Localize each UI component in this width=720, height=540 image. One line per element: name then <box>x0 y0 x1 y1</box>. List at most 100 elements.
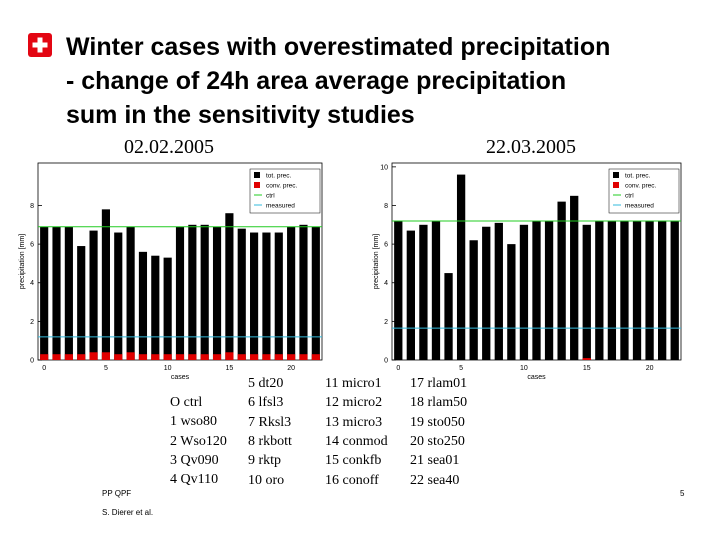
bar <box>126 226 135 360</box>
bar <box>89 352 98 360</box>
chart-date: 22.03.2005 <box>486 136 576 158</box>
y-tick-label: 2 <box>30 319 34 326</box>
bar <box>237 354 246 360</box>
bar <box>40 354 49 360</box>
bar <box>89 230 98 360</box>
legend-swatch <box>254 182 260 188</box>
bar <box>419 224 428 360</box>
bar <box>114 232 123 360</box>
title-line: - change of 24h area average precipitati… <box>66 67 567 95</box>
bar <box>163 354 172 360</box>
bar <box>200 354 209 360</box>
bar <box>77 246 86 360</box>
y-tick-label: 8 <box>384 203 388 210</box>
bar <box>126 352 135 360</box>
bar <box>101 209 110 360</box>
x-tick-label: 5 <box>104 365 108 372</box>
case-label: 22 sea40 <box>410 472 460 488</box>
bar <box>114 354 123 360</box>
bar <box>406 230 415 360</box>
title-line: Winter cases with overestimated precipit… <box>66 33 611 61</box>
legend-label: ctrl <box>266 193 275 200</box>
x-axis-label: cases <box>171 374 190 381</box>
bar <box>519 224 529 360</box>
bar <box>299 354 308 360</box>
bar <box>225 213 234 360</box>
case-label: 2 Wso120 <box>170 433 227 449</box>
y-tick-label: 0 <box>30 358 34 365</box>
bar <box>494 222 503 360</box>
bar <box>250 232 259 360</box>
bar <box>274 354 283 360</box>
bar <box>101 352 110 360</box>
y-tick-label: 6 <box>30 242 34 249</box>
case-label: 17 rlam01 <box>410 376 468 391</box>
legend-swatch <box>254 172 260 178</box>
bar <box>311 354 320 360</box>
case-label: 19 sto050 <box>410 414 465 430</box>
bar <box>52 354 61 360</box>
y-tick-label: 0 <box>384 358 388 365</box>
y-tick-label: 8 <box>30 203 34 210</box>
bar <box>225 352 234 360</box>
bar <box>52 226 61 360</box>
bar <box>212 354 222 360</box>
bar <box>64 354 73 360</box>
bar <box>77 354 86 360</box>
y-tick-label: 2 <box>384 319 388 326</box>
bar <box>570 195 579 360</box>
case-label: 4 Qv110 <box>170 472 219 488</box>
bar <box>188 354 197 360</box>
x-tick-label: 10 <box>520 365 528 372</box>
legend-label: tot. prec. <box>625 173 650 180</box>
case-label: 18 rlam50 <box>410 395 468 411</box>
bar <box>40 226 49 360</box>
bar <box>482 226 491 360</box>
case-label: 8 rkbott <box>248 433 292 449</box>
bar <box>595 220 604 360</box>
y-axis-label: precipitation [mm] <box>373 234 380 289</box>
swiss-flag <box>28 33 52 57</box>
legend-label: measured <box>266 203 295 210</box>
chart-date: 02.02.2005 <box>124 136 214 158</box>
legend-swatch <box>613 172 619 178</box>
bar <box>175 354 185 360</box>
footer-label: PP QPF <box>102 489 132 498</box>
bar <box>532 220 541 360</box>
slide-title: Winter cases with overestimated precipit… <box>66 30 610 132</box>
case-label: 5 dt20 <box>248 376 284 391</box>
x-tick-label: 20 <box>646 365 654 372</box>
bar <box>299 224 308 360</box>
case-label: 14 conmod <box>325 433 388 449</box>
case-label: 13 micro3 <box>325 414 383 430</box>
case-label: 7 Rksl3 <box>248 414 292 430</box>
bar <box>250 354 259 360</box>
bar <box>544 220 554 360</box>
bar <box>658 220 667 360</box>
x-tick-label: 15 <box>225 365 233 372</box>
bar <box>212 226 222 360</box>
bar <box>607 220 617 360</box>
bar <box>287 354 296 360</box>
bar <box>188 224 197 360</box>
bar <box>287 226 296 360</box>
case-label: 16 conoff <box>325 472 379 488</box>
y-tick-label: 6 <box>384 242 388 249</box>
bar <box>394 220 403 360</box>
x-axis-label: cases <box>527 374 546 381</box>
bar <box>557 201 566 360</box>
bar <box>151 354 160 360</box>
legend-label: conv. prec. <box>625 183 657 190</box>
bar <box>262 232 271 360</box>
case-label: 9 rktp <box>248 453 282 469</box>
case-label: 10 oro <box>248 472 285 488</box>
bar <box>582 224 591 360</box>
x-tick-label: 10 <box>164 365 172 372</box>
bar <box>444 273 453 360</box>
bar <box>138 354 148 360</box>
page-number: 5 <box>680 489 685 498</box>
x-tick-label: 5 <box>459 365 463 372</box>
bar <box>632 220 642 360</box>
